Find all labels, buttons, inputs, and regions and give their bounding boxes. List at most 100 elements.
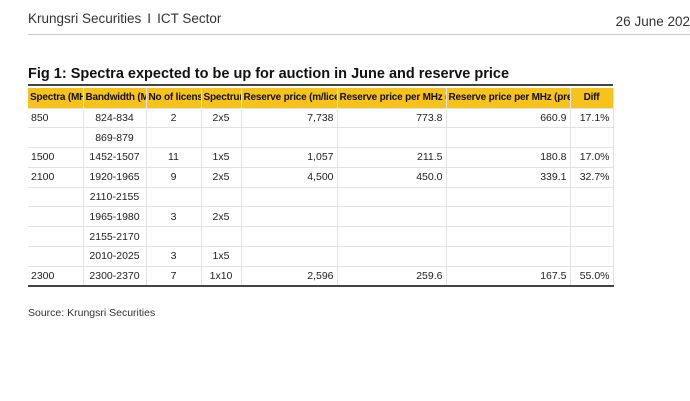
company-name: Krungsri Securities — [28, 11, 142, 26]
cell-diff — [570, 186, 614, 207]
cell-bandwidth: 2010-2025 — [83, 246, 147, 267]
cell-per-mhz-latest — [337, 246, 447, 267]
cell-reserve-price — [241, 206, 338, 227]
table-row: 1965-1980 3 2x5 — [28, 206, 614, 227]
cell-per-mhz-latest: 450.0 — [337, 166, 447, 188]
header-bandwidth: Bandwidth (MHz) — [83, 88, 147, 108]
cell-spectra — [28, 206, 84, 227]
cell-bandwidth: 824-834 — [83, 107, 147, 128]
cell-per-mhz-previous: 180.8 — [446, 147, 571, 168]
cell-reserve-price — [241, 226, 338, 247]
cell-diff — [570, 226, 614, 247]
cell-per-mhz-latest — [337, 206, 447, 227]
cell-spectra — [28, 127, 84, 148]
cell-diff: 32.7% — [570, 166, 614, 188]
cell-spectra: 850 — [28, 107, 84, 128]
cell-reserve-price: 1,057 — [241, 147, 338, 168]
cell-bandwidth: 1452-1507 — [83, 147, 147, 168]
cell-per-mhz-latest: 773.8 — [337, 107, 447, 128]
table-row: 2110-2155 — [28, 186, 614, 207]
header-per-mhz-latest: Reserve price per MHz (latest) — [337, 88, 447, 108]
cell-licenses: 7 — [146, 265, 202, 288]
sector-name: ICT Sector — [157, 11, 222, 26]
cell-reserve-price — [241, 246, 338, 267]
header-per-mhz-previous: Reserve price per MHz (previous) — [446, 88, 571, 108]
cell-reserve-price: 4,500 — [241, 166, 338, 188]
report-date: 26 June 202 — [615, 14, 690, 29]
cell-per-mhz-latest: 259.6 — [337, 265, 447, 288]
cell-bandwidth: 1920-1965 — [83, 166, 147, 188]
cell-licenses: 11 — [146, 147, 202, 168]
table-row: 2100 1920-1965 9 2x5 4,500 450.0 339.1 3… — [28, 166, 614, 188]
cell-spectrum: 1x5 — [201, 246, 242, 267]
cell-per-mhz-latest — [337, 127, 447, 148]
cell-per-mhz-previous: 167.5 — [446, 265, 571, 288]
cell-per-mhz-latest — [337, 186, 447, 207]
cell-spectra: 2100 — [28, 166, 84, 188]
cell-licenses: 2 — [146, 107, 202, 128]
source-note: Source: Krungsri Securities — [28, 307, 156, 319]
header-reserve-price: Reserve price (m/license) — [241, 88, 338, 108]
table-row: 869-879 — [28, 127, 614, 148]
cell-spectra: 2300 — [28, 265, 84, 288]
cell-spectrum: 2x5 — [201, 166, 242, 188]
table-row: 2300 2300-2370 7 1x10 2,596 259.6 167.5 … — [28, 265, 614, 288]
cell-diff: 17.1% — [570, 107, 614, 128]
cell-diff — [570, 206, 614, 227]
cell-per-mhz-previous: 660.9 — [446, 107, 571, 128]
cell-per-mhz-previous — [446, 127, 571, 148]
cell-licenses — [146, 226, 202, 247]
table-header-row: Spectra (MHz) Bandwidth (MHz) No of lice… — [28, 88, 614, 108]
cell-per-mhz-latest — [337, 226, 447, 247]
table-row: 1500 1452-1507 11 1x5 1,057 211.5 180.8 … — [28, 147, 614, 168]
cell-bandwidth: 2110-2155 — [83, 186, 147, 207]
table-row: 2010-2025 3 1x5 — [28, 246, 614, 267]
cell-diff — [570, 127, 614, 148]
cell-licenses: 9 — [146, 166, 202, 188]
header-divider — [28, 34, 690, 35]
cell-per-mhz-latest: 211.5 — [337, 147, 447, 168]
header-spectra: Spectra (MHz) — [28, 88, 84, 108]
cell-spectrum: 1x10 — [201, 265, 242, 288]
cell-licenses: 3 — [146, 206, 202, 227]
cell-reserve-price: 7,738 — [241, 107, 338, 128]
cell-bandwidth: 2155-2170 — [83, 226, 147, 247]
cell-per-mhz-previous: 339.1 — [446, 166, 571, 188]
cell-spectrum — [201, 127, 242, 148]
spectra-table: Spectra (MHz) Bandwidth (MHz) No of lice… — [28, 88, 614, 288]
cell-per-mhz-previous — [446, 186, 571, 207]
cell-diff: 55.0% — [570, 265, 614, 288]
cell-spectra — [28, 246, 84, 267]
cell-diff: 17.0% — [570, 147, 614, 168]
cell-reserve-price — [241, 186, 338, 207]
cell-spectra: 1500 — [28, 147, 84, 168]
cell-spectrum: 2x5 — [201, 206, 242, 227]
cell-spectra — [28, 226, 84, 247]
title-divider — [28, 84, 613, 86]
header-licenses: No of licenses — [146, 88, 202, 108]
cell-spectrum: 2x5 — [201, 107, 242, 128]
cell-per-mhz-previous — [446, 226, 571, 247]
cell-bandwidth: 869-879 — [83, 127, 147, 148]
cell-reserve-price — [241, 127, 338, 148]
cell-bandwidth: 1965-1980 — [83, 206, 147, 227]
cell-licenses — [146, 186, 202, 207]
cell-bandwidth: 2300-2370 — [83, 265, 147, 288]
table-row: 2155-2170 — [28, 226, 614, 247]
cell-spectrum — [201, 186, 242, 207]
cell-per-mhz-previous — [446, 206, 571, 227]
cell-spectra — [28, 186, 84, 207]
cell-spectrum — [201, 226, 242, 247]
table-row: 850 824-834 2 2x5 7,738 773.8 660.9 17.1… — [28, 107, 614, 128]
cell-licenses — [146, 127, 202, 148]
cell-spectrum: 1x5 — [201, 147, 242, 168]
header-spectrum: Spectrum — [201, 88, 242, 108]
figure-title: Fig 1: Spectra expected to be up for auc… — [28, 66, 510, 82]
report-header: Krungsri Securities I ICT Sector — [28, 11, 221, 26]
header-separator: I — [147, 11, 152, 26]
cell-reserve-price: 2,596 — [241, 265, 338, 288]
cell-licenses: 3 — [146, 246, 202, 267]
header-diff: Diff — [570, 88, 614, 108]
cell-per-mhz-previous — [446, 246, 571, 267]
cell-diff — [570, 246, 614, 267]
